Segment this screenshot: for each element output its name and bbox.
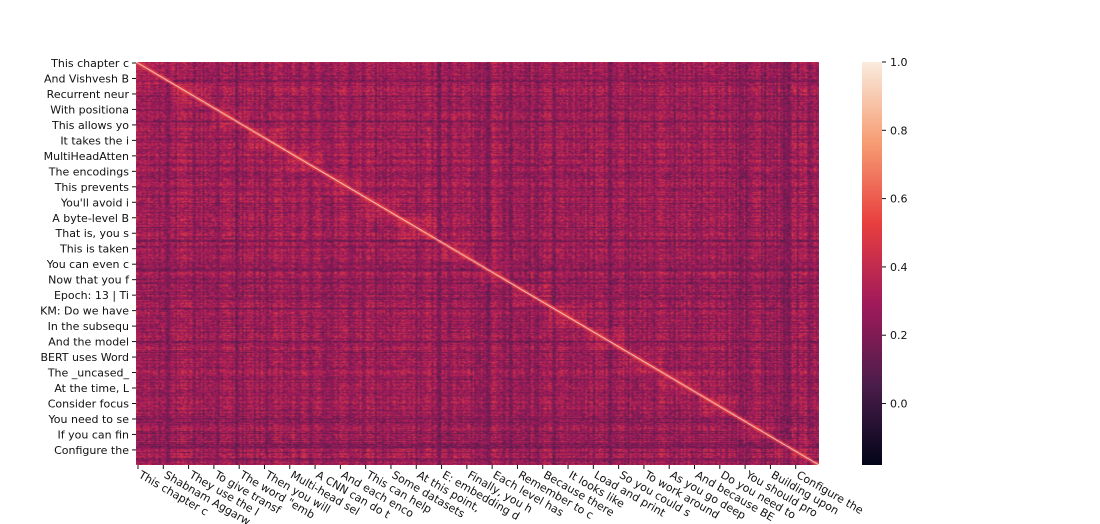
colorbar-tick-label: 0.4 [890, 261, 908, 274]
colorbar-tick-label: 1.0 [890, 56, 908, 69]
heatmap-cells [136, 62, 819, 465]
row-tick-label: MultiHeadAtten [44, 150, 129, 163]
row-tick-label: Configure the [54, 444, 129, 457]
heatmap-plot-area [136, 62, 819, 465]
row-tick-label: Recurrent neur [47, 88, 130, 101]
row-tick-label: KM: Do we have [40, 305, 129, 318]
row-tick-label: And the model [48, 336, 129, 349]
row-tick-label: At the time, L [54, 382, 130, 395]
row-tick-label: A byte-level B [52, 212, 129, 225]
row-tick-label: This chapter c [50, 57, 129, 70]
row-tick-label: In the subsequ [48, 320, 129, 333]
row-tick-label: That is, you s [55, 227, 130, 240]
row-tick-label: Epoch: 13 | Ti [54, 289, 129, 302]
row-tick-label: This is taken [59, 243, 129, 256]
colorbar-tick-label: 0.2 [890, 329, 908, 342]
row-tick-label: If you can fin [58, 428, 130, 441]
row-tick-label: Consider focus [48, 397, 130, 410]
row-tick-label: You can even c [46, 258, 129, 271]
row-tick-label: BERT uses Word [40, 351, 129, 364]
row-tick-label: With positiona [50, 103, 129, 116]
row-tick-label: You'll avoid i [60, 196, 129, 209]
colorbar-tick-label: 0.6 [890, 193, 908, 206]
colorbar-ticks: 0.0 0.2 0.4 0.6 0.8 1.0 [882, 56, 908, 411]
row-tick-label: This prevents [54, 181, 130, 194]
row-tick-label: It takes the i [60, 134, 129, 147]
row-tick-labels: This chapter c And Vishvesh B Recurrent ne… [40, 57, 136, 457]
colorbar-tick-label: 0.0 [890, 398, 908, 411]
row-tick-label: This allows yo [51, 119, 129, 132]
row-tick-label: The encodings [48, 165, 129, 178]
colorbar-tick-label: 0.8 [890, 124, 908, 137]
row-tick-label: The _uncased_ [47, 367, 130, 380]
row-tick-label: And Vishvesh B [44, 72, 129, 85]
row-tick-label: You need to se [48, 413, 130, 426]
colorbar: 0.0 0.2 0.4 0.6 0.8 1.0 [862, 56, 908, 465]
row-tick-label: Now that you f [48, 274, 130, 287]
colorbar-gradient [862, 62, 882, 465]
